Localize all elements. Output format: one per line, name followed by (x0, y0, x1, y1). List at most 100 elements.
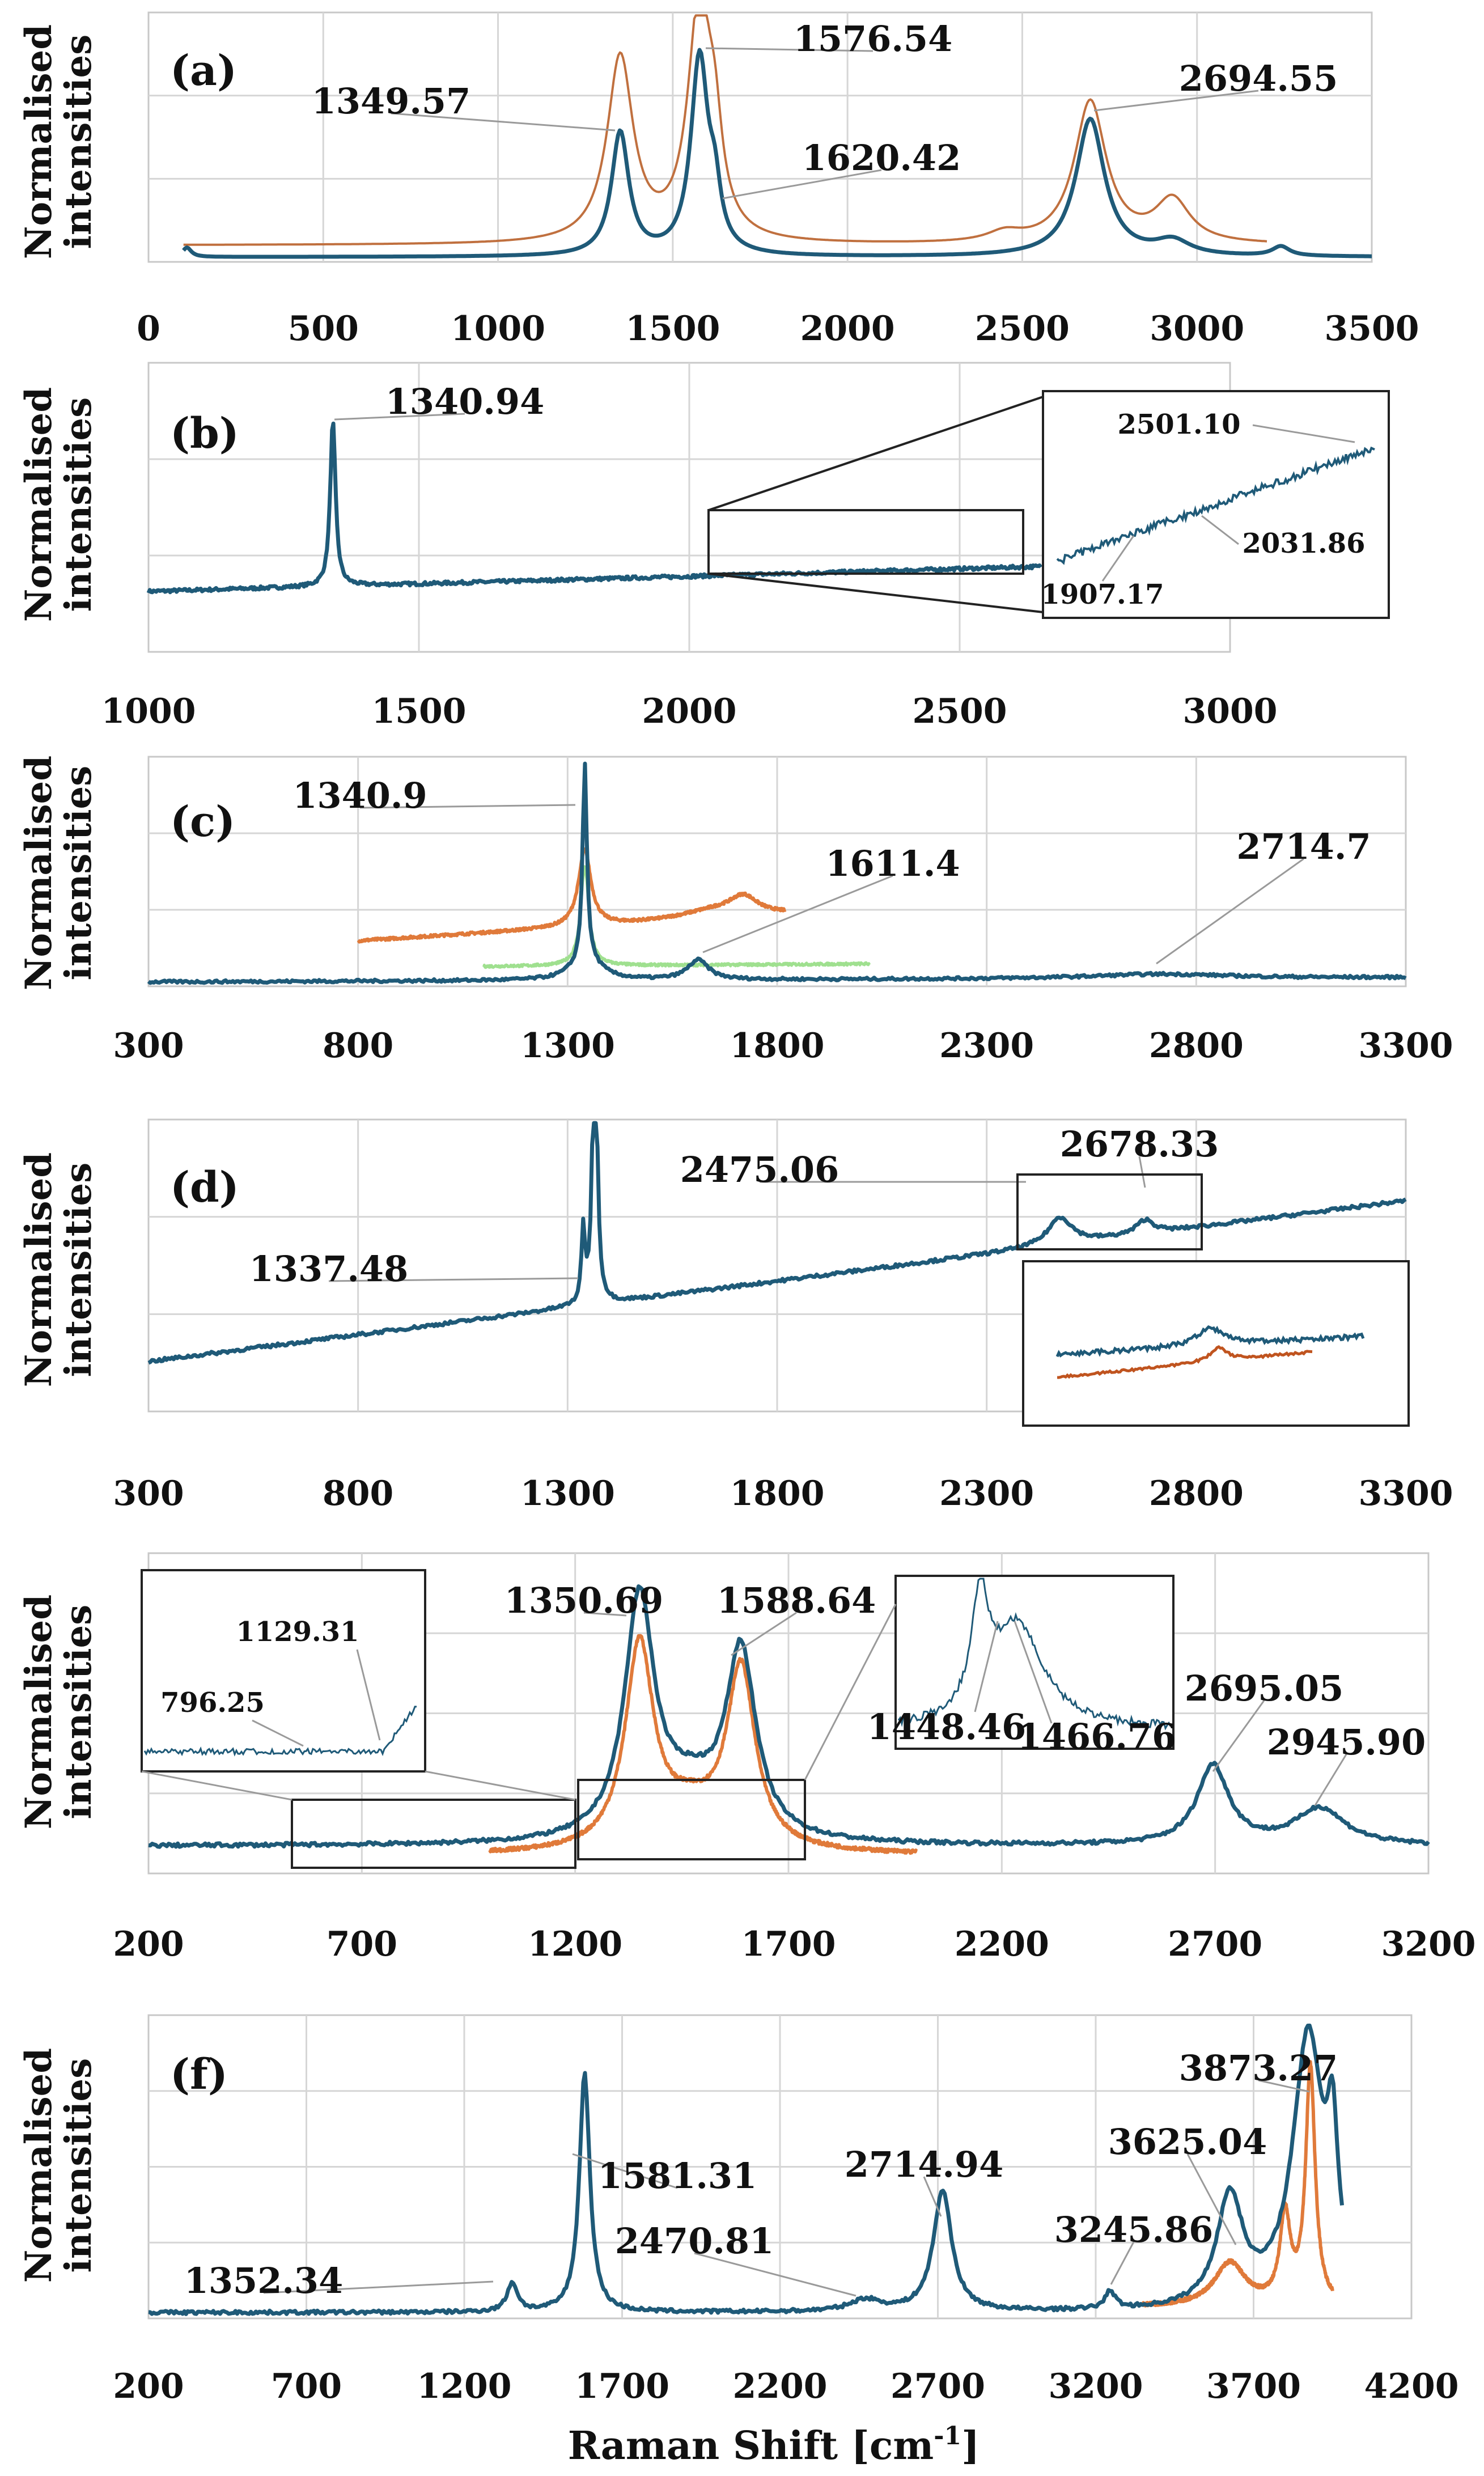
peak-annotation: 1620.42 (802, 137, 961, 179)
annotation-leader (328, 1277, 579, 1282)
peak-annotation: 2945.90 (1267, 1722, 1426, 1763)
series-line-blue (147, 761, 1407, 985)
x-tick-label: 2300 (939, 1026, 1034, 1066)
peak-annotation: 1349.57 (312, 80, 470, 122)
annotation-leader (1101, 535, 1135, 582)
inset-annotation: 1129.31 (236, 1616, 359, 1648)
y-axis-label: Normalisedintensities (18, 387, 100, 622)
panel-a: 0 500 1000 1500 2000 2500 3000 3500 Normalisedin… (18, 11, 1419, 349)
peak-annotation: 1337.48 (249, 1248, 408, 1290)
annotation-leader (1212, 1700, 1265, 1772)
annotation-leader (263, 2280, 494, 2294)
plot-frame-a (147, 11, 1373, 263)
x-tick-label: 800 (323, 1026, 393, 1066)
x-tick-label: 3000 (1183, 692, 1278, 731)
peak-annotation: 2470.81 (615, 2220, 774, 2262)
panel-b: 1000 1500 2000 2500 3000 Normalisedintensitie… (18, 362, 1390, 731)
peak-annotation: 1581.31 (598, 2155, 757, 2197)
annotation-leader (722, 169, 882, 200)
panel-label: (c) (170, 798, 235, 846)
x-tick-label: 1800 (730, 1474, 825, 1513)
annotation-leader (1156, 858, 1304, 965)
x-tick-label: 700 (327, 1924, 397, 1964)
x-tick-label: 4200 (1364, 2367, 1459, 2406)
annotation-leader (1014, 1621, 1053, 1724)
annotation-leader (1110, 2241, 1135, 2285)
panel-f: 200 700 1200 1700 2200 2700 3200 3700 4200 Normal… (18, 2014, 1459, 2406)
y-axis-label: Normalisedintensities (18, 756, 100, 990)
series-line-blue (148, 2023, 1344, 2316)
peak-annotation: 1350.69 (504, 1580, 663, 1621)
x-tick-label: 200 (113, 1924, 184, 1964)
x-tick-label: 2500 (913, 692, 1007, 731)
x-tick-label: 1000 (101, 692, 196, 731)
x-tick-label: 2500 (975, 309, 1070, 349)
x-tick-label: 2200 (955, 1924, 1049, 1964)
series-line-orange (488, 1634, 918, 1855)
annotation-leader (731, 1612, 797, 1656)
peak-annotation: 2714.94 (845, 2144, 1003, 2185)
annotation-leader (356, 1649, 381, 1741)
annotation-leader (974, 1621, 999, 1712)
peak-annotation: 3245.86 (1054, 2209, 1213, 2250)
x-tick-label: 300 (113, 1026, 184, 1066)
x-tick-label: 3200 (1381, 1924, 1476, 1964)
inset-annotation: 1448.46 (867, 1706, 1026, 1748)
inset-annotation: 2031.86 (1242, 528, 1365, 559)
annotation-leader (1258, 2079, 1310, 2093)
peak-annotation: 1611.4 (825, 843, 960, 884)
x-tick-label: 300 (113, 1474, 184, 1513)
annotation-leader (572, 2153, 678, 2189)
annotation-leader (705, 47, 874, 52)
series-line-green (482, 865, 871, 969)
panel-label: (b) (170, 409, 239, 458)
x-tick-label: 3700 (1206, 2367, 1301, 2406)
peak-annotation: 2678.33 (1060, 1123, 1219, 1165)
inset-annotation: 1466.76 (1017, 1716, 1176, 1757)
x-tick-label: 2700 (1168, 1924, 1262, 1964)
panel-d: 300 800 1300 1800 2300 2800 3300 Normalisedinte… (18, 1118, 1453, 1513)
x-tick-label: 3300 (1359, 1474, 1453, 1513)
series-line-blue (148, 1584, 1430, 1849)
y-axis-label: Normalisedintensities (18, 1595, 100, 1829)
peak-annotation: 2695.05 (1185, 1668, 1343, 1709)
peak-annotation: 1340.94 (385, 381, 544, 422)
inset-box (141, 1569, 426, 1773)
x-tick-label: 2000 (800, 309, 895, 349)
inset-box (1022, 1260, 1410, 1427)
x-tick-label: 700 (271, 2367, 342, 2406)
x-tick-label: 1200 (528, 1924, 622, 1964)
x-tick-label: 1800 (730, 1026, 825, 1066)
series-line-orange (357, 847, 787, 944)
series-line-copper (183, 14, 1267, 246)
panel-label: (d) (170, 1163, 239, 1212)
x-tick-label: 2000 (642, 692, 737, 731)
x-tick-label: 200 (113, 2367, 184, 2406)
annotation-leader (702, 875, 893, 953)
annotation-leader (252, 1719, 304, 1747)
zoom-region (577, 1779, 806, 1860)
panel-label: (f) (170, 2050, 228, 2099)
inset-series-line (897, 1578, 1172, 1731)
inset-series-line (1057, 1345, 1313, 1379)
peak-annotation: 3625.04 (1108, 2121, 1267, 2163)
panel-label: (a) (170, 46, 237, 95)
inset-annotation: 1907.17 (1041, 579, 1164, 610)
zoom-region (1016, 1173, 1203, 1250)
x-tick-label: 1500 (625, 309, 720, 349)
peak-annotation: 2694.55 (1179, 58, 1338, 99)
series-line-blue (147, 1121, 1407, 1365)
series-line-blue (182, 48, 1372, 259)
inset-series-line (143, 1706, 417, 1757)
x-tick-label: 3200 (1049, 2367, 1143, 2406)
annotation-leader (1314, 1754, 1347, 1806)
zoom-region (707, 509, 1024, 575)
peak-annotation: 1352.34 (184, 2260, 343, 2301)
x-tick-label: 3500 (1325, 309, 1419, 349)
annotation-leader (1093, 90, 1259, 112)
inset-annotation: 2501.10 (1117, 409, 1240, 440)
annotation-leader (359, 804, 576, 809)
annotation-leader (334, 413, 465, 421)
x-tick-label: 3300 (1359, 1026, 1453, 1066)
annotation-leader (1201, 515, 1239, 545)
